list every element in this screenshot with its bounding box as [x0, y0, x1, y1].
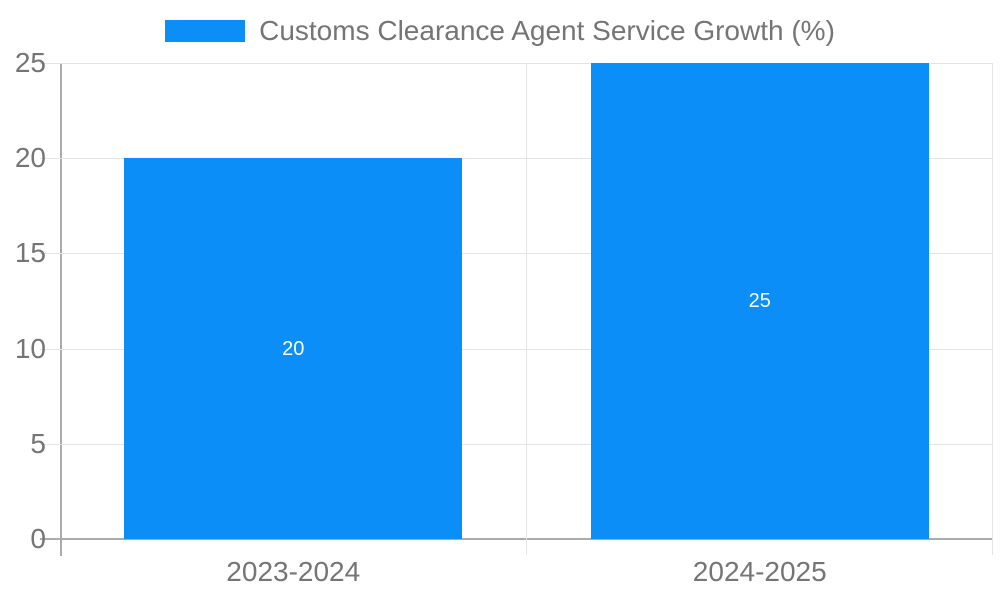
category-boundary-line: [525, 63, 527, 555]
y-axis-line: [60, 63, 62, 556]
y-axis-tick-label: 15: [14, 237, 46, 269]
legend-label: Customs Clearance Agent Service Growth (…: [259, 15, 835, 46]
bar-value-label: 25: [748, 290, 771, 312]
y-axis-tick-label: 5: [30, 427, 46, 459]
y-axis-tick-label: 0: [30, 523, 46, 554]
bar: 25: [590, 63, 929, 539]
gridline: [40, 63, 993, 64]
legend-swatch: [165, 20, 246, 42]
category-boundary-line: [992, 63, 993, 555]
y-axis-tick-label: 10: [14, 332, 46, 364]
gridline: [40, 158, 993, 160]
x-axis-category-label: 2024-2025: [692, 556, 827, 587]
x-axis-line: [40, 538, 993, 540]
gridline: [40, 253, 993, 255]
bar-value-label: 20: [282, 337, 305, 360]
legend[interactable]: Customs Clearance Agent Service Growth (…: [0, 12, 1000, 50]
y-axis-tick-label: 25: [14, 47, 46, 78]
gridline: [40, 443, 993, 445]
gridline: [40, 348, 993, 350]
bar: 20: [124, 158, 463, 539]
y-axis-tick-label: 20: [14, 142, 46, 174]
plot-area: 20 25: [40, 63, 993, 555]
x-axis-category-label: 2023-2024: [226, 556, 361, 587]
